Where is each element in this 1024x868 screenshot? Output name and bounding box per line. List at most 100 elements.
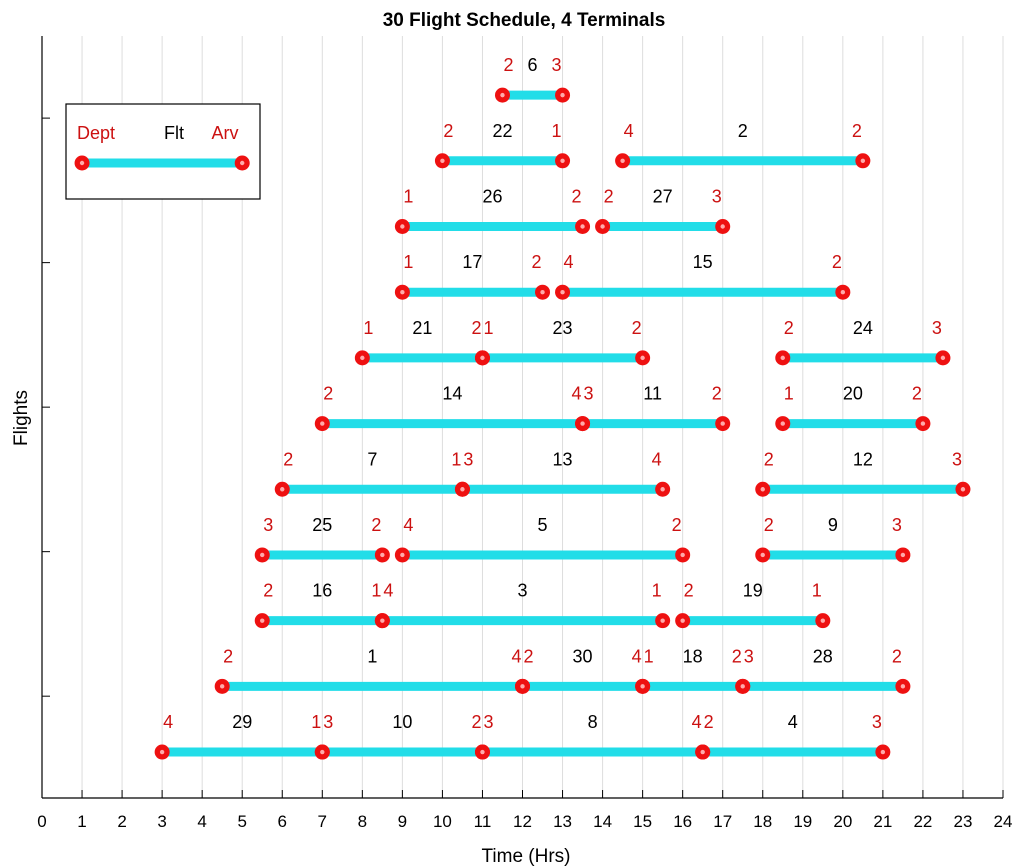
terminal-marker-center — [320, 421, 325, 426]
arv-terminal-label: 1 — [552, 121, 562, 141]
terminal-marker-center — [680, 618, 685, 623]
arv-terminal-label: 3 — [952, 449, 962, 469]
x-tick-label: 24 — [994, 812, 1013, 831]
flight-number-label: 20 — [843, 384, 863, 404]
terminal-marker-center — [560, 92, 565, 98]
arv-terminal-label: 4 — [632, 646, 642, 666]
terminal-marker-center — [219, 684, 225, 689]
flight-number-label: 19 — [743, 581, 763, 601]
dept-terminal-label: 2 — [604, 187, 614, 207]
terminal-marker-center — [680, 552, 685, 558]
x-tick-label: 10 — [433, 812, 452, 831]
chart-title: 30 Flight Schedule, 4 Terminals — [383, 10, 666, 31]
arv-terminal-label: 2 — [732, 646, 742, 666]
terminal-marker-center — [280, 487, 285, 492]
terminal-marker-center — [720, 224, 725, 229]
terminal-marker-center — [159, 749, 165, 755]
x-tick-label: 19 — [793, 812, 812, 831]
flight-number-label: 4 — [788, 712, 798, 732]
flight-number-label: 21 — [412, 318, 432, 338]
legend-box — [65, 103, 261, 200]
terminal-marker-center — [460, 487, 465, 492]
flight-number-label: 3 — [517, 581, 527, 601]
dept-terminal-label: 4 — [163, 712, 173, 732]
dept-terminal-label: 3 — [584, 384, 594, 404]
terminal-marker-center — [720, 421, 725, 426]
terminal-marker-center — [840, 289, 846, 295]
legend-dept-label: Dept — [77, 123, 115, 143]
terminal-marker-center — [660, 618, 665, 623]
x-tick-label: 20 — [833, 812, 852, 831]
flight-number-label: 14 — [442, 384, 462, 404]
arv-terminal-label: 3 — [872, 712, 882, 732]
terminal-marker-center — [940, 355, 946, 361]
x-tick-label: 22 — [913, 812, 932, 831]
dept-terminal-label: 2 — [443, 121, 453, 141]
dept-terminal-label: 1 — [403, 252, 413, 272]
x-tick-label: 0 — [37, 812, 46, 831]
terminal-marker-center — [820, 618, 826, 623]
terminal-marker-center — [960, 487, 966, 492]
flight-number-label: 22 — [492, 121, 512, 141]
dept-terminal-label: 3 — [483, 712, 493, 732]
terminal-marker-center — [480, 355, 485, 361]
dept-terminal-label: 1 — [403, 187, 413, 207]
flight-number-label: 25 — [312, 515, 332, 535]
arv-terminal-label: 3 — [892, 515, 902, 535]
terminal-marker-center — [900, 552, 906, 558]
flight-number-label: 13 — [553, 449, 573, 469]
dept-terminal-label: 4 — [383, 581, 393, 601]
arv-terminal-label: 2 — [892, 646, 902, 666]
arv-terminal-label: 2 — [852, 121, 862, 141]
terminal-marker-center — [580, 421, 585, 426]
dept-terminal-label: 2 — [263, 581, 273, 601]
terminal-marker-center — [240, 160, 245, 166]
legend-flt-label: Flt — [164, 123, 184, 143]
dept-terminal-label: 4 — [403, 515, 413, 535]
terminal-marker-center — [520, 684, 525, 689]
terminal-marker-center — [260, 552, 265, 558]
x-tick-label: 11 — [474, 812, 492, 831]
legend-arv-label: Arv — [212, 123, 239, 143]
dept-terminal-label: 2 — [523, 646, 533, 666]
dept-terminal-label: 2 — [704, 712, 714, 732]
x-axis-label: Time (Hrs) — [482, 846, 571, 867]
x-tick-label: 4 — [197, 812, 206, 831]
flight-number-label: 23 — [553, 318, 573, 338]
arv-terminal-label: 2 — [471, 712, 481, 732]
terminal-marker-center — [260, 618, 265, 623]
terminal-marker-center — [400, 552, 405, 558]
legend: Dept Flt Arv — [65, 103, 261, 200]
arv-terminal-label: 2 — [572, 187, 582, 207]
arv-terminal-label: 1 — [812, 581, 822, 601]
flight-number-label: 30 — [573, 646, 593, 666]
flight-number-label: 29 — [232, 712, 252, 732]
x-tick-label: 16 — [673, 812, 692, 831]
terminal-marker-center — [79, 160, 85, 166]
terminal-marker-center — [480, 749, 485, 755]
terminal-marker-center — [400, 289, 405, 295]
arv-terminal-label: 2 — [532, 252, 542, 272]
dept-terminal-label: 1 — [483, 318, 493, 338]
axes — [41, 36, 1004, 799]
dept-terminal-label: 4 — [624, 121, 634, 141]
flight-number-label: 10 — [392, 712, 412, 732]
dept-terminal-label: 2 — [503, 55, 513, 75]
terminal-marker-center — [500, 92, 505, 98]
arv-terminal-label: 3 — [712, 187, 722, 207]
terminal-marker-center — [760, 552, 765, 558]
arv-terminal-label: 3 — [932, 318, 942, 338]
dept-terminal-label: 2 — [323, 384, 333, 404]
terminal-marker-center — [880, 749, 886, 755]
flight-number-label: 1 — [367, 646, 377, 666]
x-tick-labels: 0 1 2 3 4 5 6 7 8 9 10 11 12 13 14 15 16 17 18 19 20 21 22 23 24 — [37, 812, 1012, 831]
terminal-marker-center — [640, 684, 645, 689]
arv-terminal-label: 4 — [572, 384, 582, 404]
flight-number-label: 16 — [312, 581, 332, 601]
arv-terminal-label: 2 — [371, 515, 381, 535]
flight-number-label: 5 — [538, 515, 548, 535]
terminal-marker-center — [580, 224, 585, 229]
terminal-marker-center — [700, 749, 705, 755]
